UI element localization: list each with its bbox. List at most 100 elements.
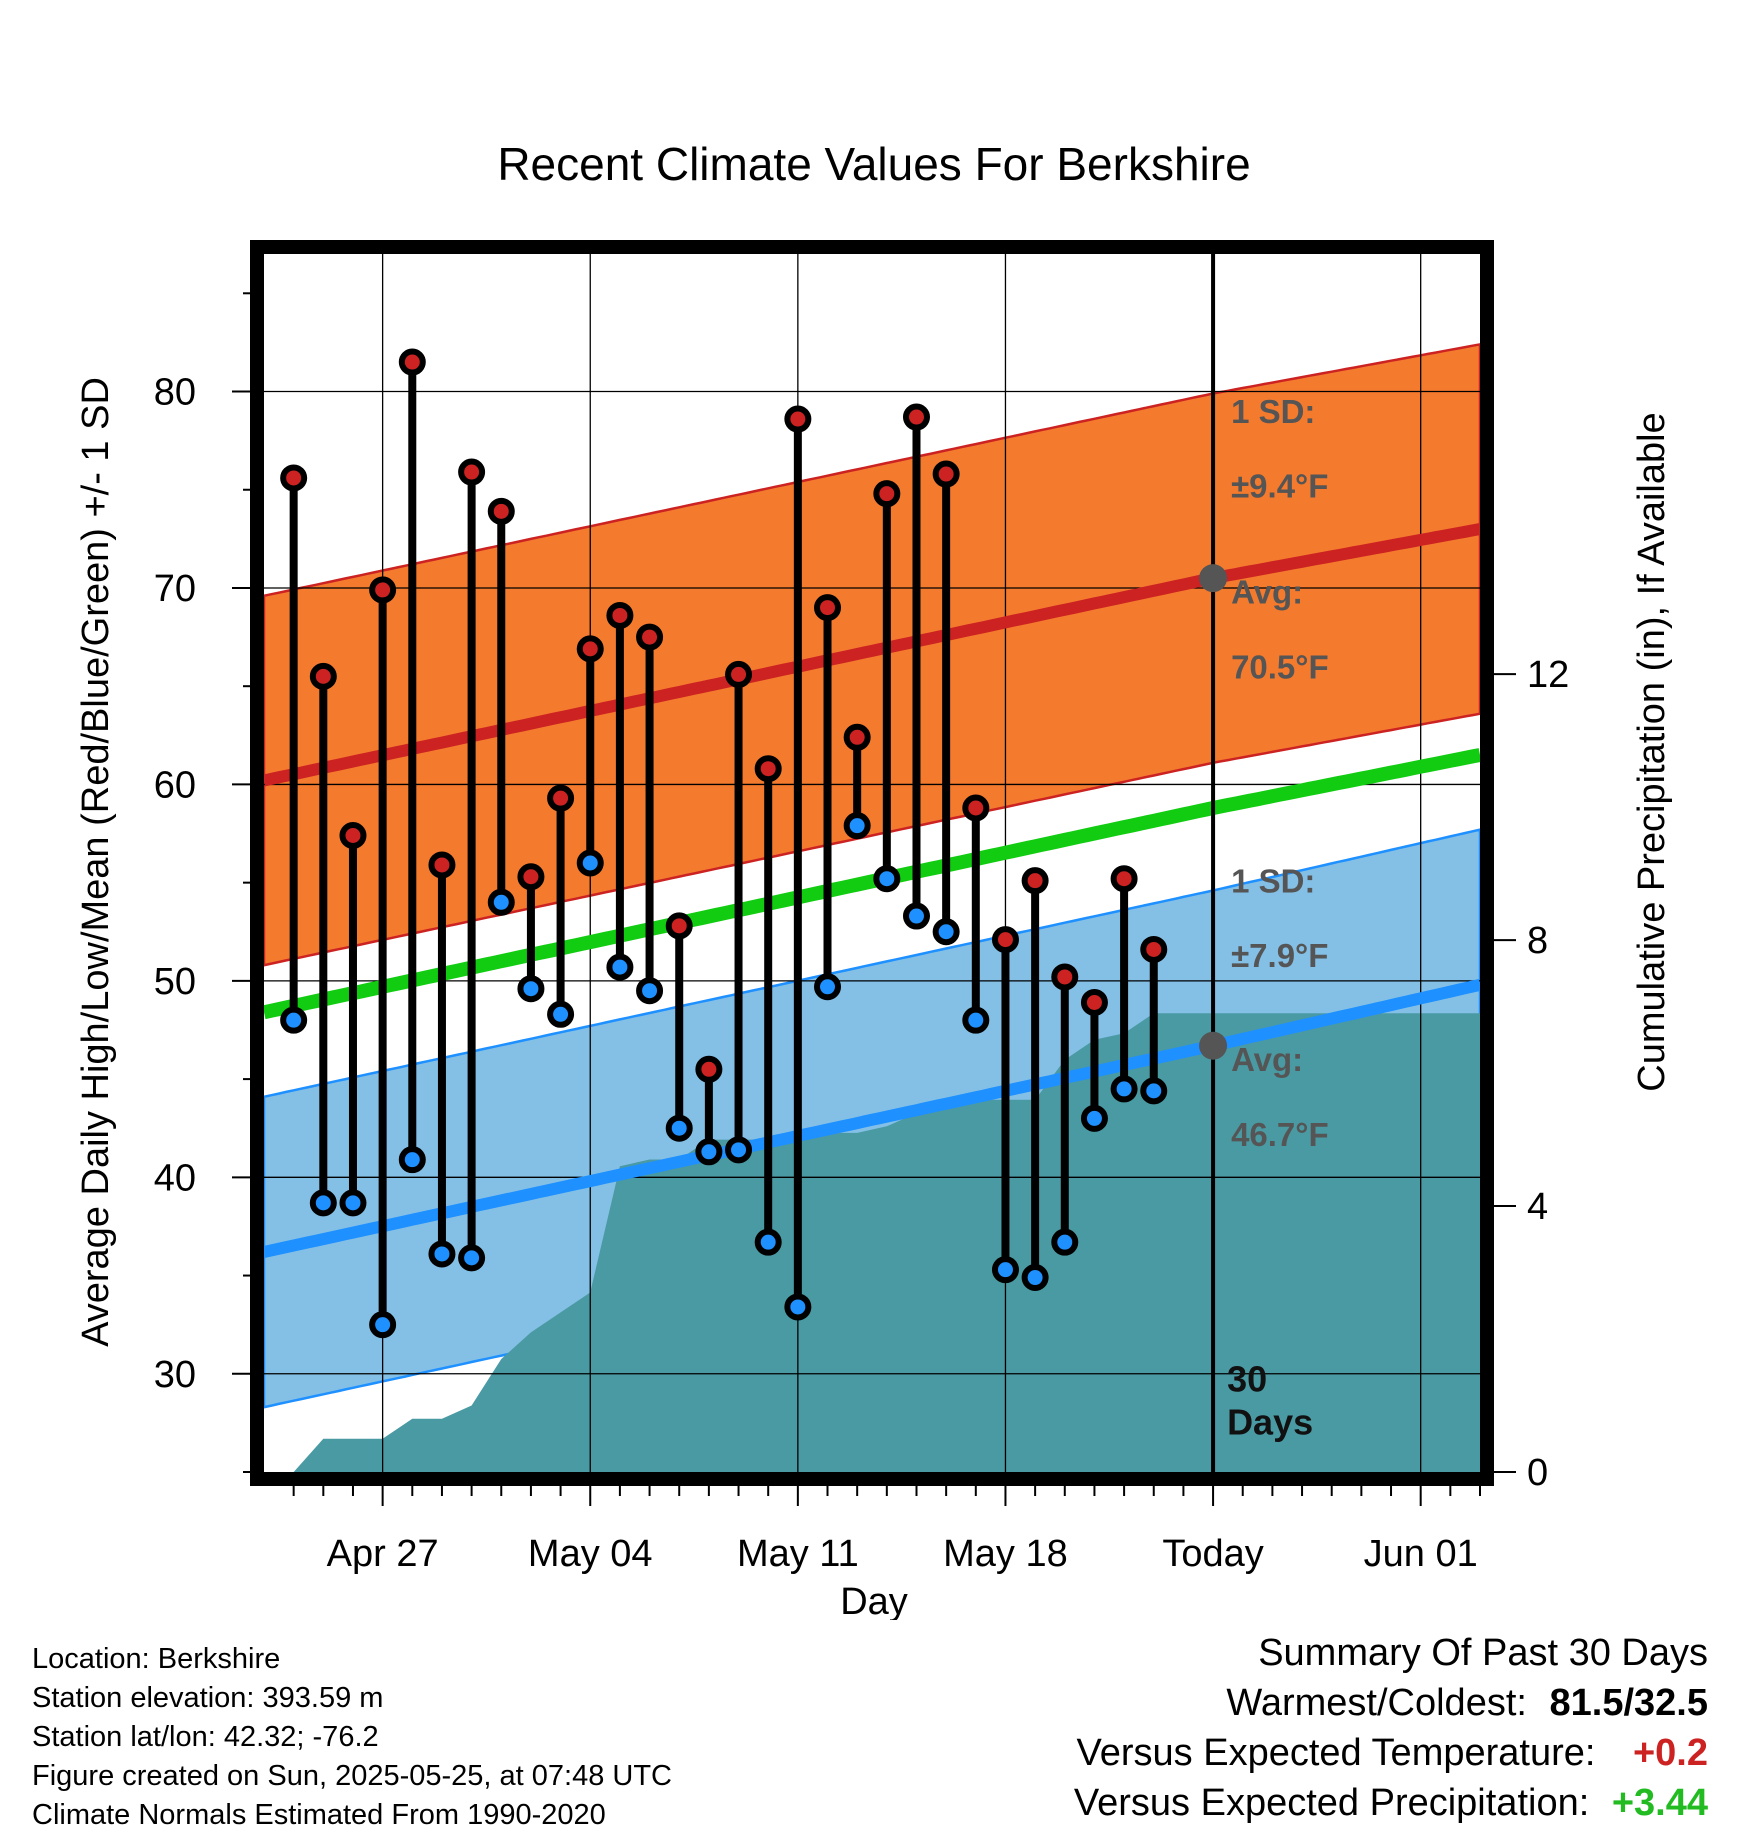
plot-frame: [250, 240, 1494, 1486]
low-temp-point: [1021, 1264, 1049, 1292]
chart-title: Recent Climate Values For Berkshire: [497, 138, 1250, 190]
high-temp-point: [1140, 935, 1168, 963]
elevation-text: Station elevation: 393.59 m: [32, 1682, 384, 1714]
y-tick-label: 30: [154, 1354, 196, 1396]
low-temp-point: [636, 977, 664, 1005]
low-temp-point: [517, 975, 545, 1003]
y-tick-label: 80: [154, 372, 196, 414]
low-temp-point: [902, 902, 930, 930]
high-avg-label: Avg:: [1231, 574, 1303, 611]
x-tick-label: May 18: [943, 1533, 1068, 1575]
daily-range-bars: [280, 348, 1168, 1339]
high-temp-point: [962, 794, 990, 822]
high-avg-value: 70.5°F: [1231, 648, 1329, 685]
low-temp-point: [784, 1293, 812, 1321]
summary-panel: Summary Of Past 30 Days Warmest/Coldest:…: [1074, 1628, 1708, 1828]
climate-chart: Recent Climate Values For Berkshire Aver…: [75, 138, 1673, 1620]
high-temp-point: [458, 458, 486, 486]
warmest-value: 81.5/32.5: [1549, 1682, 1708, 1724]
x-tick-label: Today: [1162, 1533, 1263, 1575]
high-temp-point: [280, 464, 308, 492]
high-temp-point: [814, 594, 842, 622]
station-info: Location: Berkshire Station elevation: 3…: [32, 1640, 672, 1835]
high-temp-point: [695, 1055, 723, 1083]
y-axis-label: Average Daily High/Low/Mean (Red/Blue/Gr…: [75, 377, 117, 1347]
high-temp-point: [1051, 963, 1079, 991]
low-normal-line: [264, 978, 1480, 1258]
high-temp-point: [902, 403, 930, 431]
high-sd-label: 1 SD:: [1231, 393, 1315, 430]
low-temp-point: [547, 1000, 575, 1028]
annotations: 1 SD: ±9.4°F Avg: 70.5°F 1 SD: ±7.9°F Avg: 46.7…: [1227, 393, 1329, 1443]
high-temp-point: [784, 405, 812, 433]
low-temp-point: [606, 953, 634, 981]
high-temp-point: [873, 480, 901, 508]
low-temp-point: [814, 973, 842, 1001]
y2-tick-label: 8: [1527, 920, 1548, 962]
period-days-number: 30: [1227, 1358, 1267, 1399]
low-temp-point: [458, 1244, 486, 1272]
low-temp-point: [1110, 1075, 1138, 1103]
temp-label: Versus Expected Temperature:: [1076, 1732, 1596, 1774]
x-tick-label: Apr 27: [327, 1533, 439, 1575]
low-temp-point: [843, 812, 871, 840]
axes: 30 40 50 60 70 80 0 4 8 12 Apr 27 May 04 May 11 May 1…: [154, 292, 1569, 1575]
summary-precip-row: Versus Expected Precipitation: +3.44: [1074, 1778, 1708, 1828]
y2-tick-label: 4: [1527, 1186, 1548, 1228]
high-temp-point: [725, 660, 753, 688]
low-temp-point: [725, 1136, 753, 1164]
low-temp-point: [873, 865, 901, 893]
high-temp-point: [1110, 865, 1138, 893]
high-temp-point: [576, 635, 604, 663]
low-temp-point: [576, 849, 604, 877]
normal-lines: [264, 523, 1480, 1258]
low-temp-point: [1080, 1104, 1108, 1132]
high-temp-point: [547, 784, 575, 812]
low-temp-point: [1140, 1077, 1168, 1105]
low-temp-point: [932, 918, 960, 946]
low-avg-value: 46.7°F: [1231, 1116, 1329, 1153]
location-text: Location: Berkshire: [32, 1643, 281, 1675]
low-temp-point: [1051, 1228, 1079, 1256]
low-sd-value: ±7.9°F: [1231, 937, 1328, 974]
high-temp-point: [636, 623, 664, 651]
high-temp-point: [843, 723, 871, 751]
high-temp-point: [487, 497, 515, 525]
high-temp-point: [932, 460, 960, 488]
high-temp-point: [606, 601, 634, 629]
high-temp-point: [339, 821, 367, 849]
period-days-word: Days: [1227, 1402, 1313, 1443]
warmest-label: Warmest/Coldest:: [1226, 1682, 1527, 1724]
low-temp-point: [369, 1311, 397, 1339]
high-temp-point: [369, 576, 397, 604]
low-sd-label: 1 SD:: [1231, 862, 1315, 899]
low-temp-point: [991, 1256, 1019, 1284]
high-temp-point: [991, 926, 1019, 954]
y-tick-label: 70: [154, 568, 196, 610]
summary-title: Summary Of Past 30 Days: [1258, 1632, 1708, 1674]
low-temp-point: [280, 1006, 308, 1034]
low-temp-point: [309, 1189, 337, 1217]
y-tick-label: 40: [154, 1157, 196, 1199]
high-sd-value: ±9.4°F: [1231, 468, 1328, 505]
y-tick-label: 50: [154, 961, 196, 1003]
latlon-text: Station lat/lon: 42.32; -76.2: [32, 1721, 379, 1753]
low-temp-point: [695, 1138, 723, 1166]
low-avg-label: Avg:: [1231, 1041, 1303, 1078]
x-tick-label: May 11: [737, 1533, 859, 1575]
mean-normal-line: [264, 748, 1480, 1020]
x-tick-label: May 04: [528, 1533, 653, 1575]
low-temp-point: [962, 1006, 990, 1034]
y2-axis-label: Cumulative Precipitation (in), If Availa…: [1631, 412, 1673, 1091]
high-temp-point: [1021, 867, 1049, 895]
summary-temp-row: Versus Expected Temperature: +0.2: [1074, 1728, 1708, 1778]
high-temp-point: [517, 863, 545, 891]
normals-text: Climate Normals Estimated From 1990-2020: [32, 1799, 606, 1831]
low-temp-point: [487, 888, 515, 916]
high-temp-point: [1080, 988, 1108, 1016]
y2-tick-label: 12: [1527, 654, 1569, 696]
y-tick-label: 60: [154, 764, 196, 806]
high-temp-point: [754, 755, 782, 783]
precip-label: Versus Expected Precipitation:: [1073, 1782, 1590, 1824]
x-axis-label: Day: [840, 1581, 908, 1620]
